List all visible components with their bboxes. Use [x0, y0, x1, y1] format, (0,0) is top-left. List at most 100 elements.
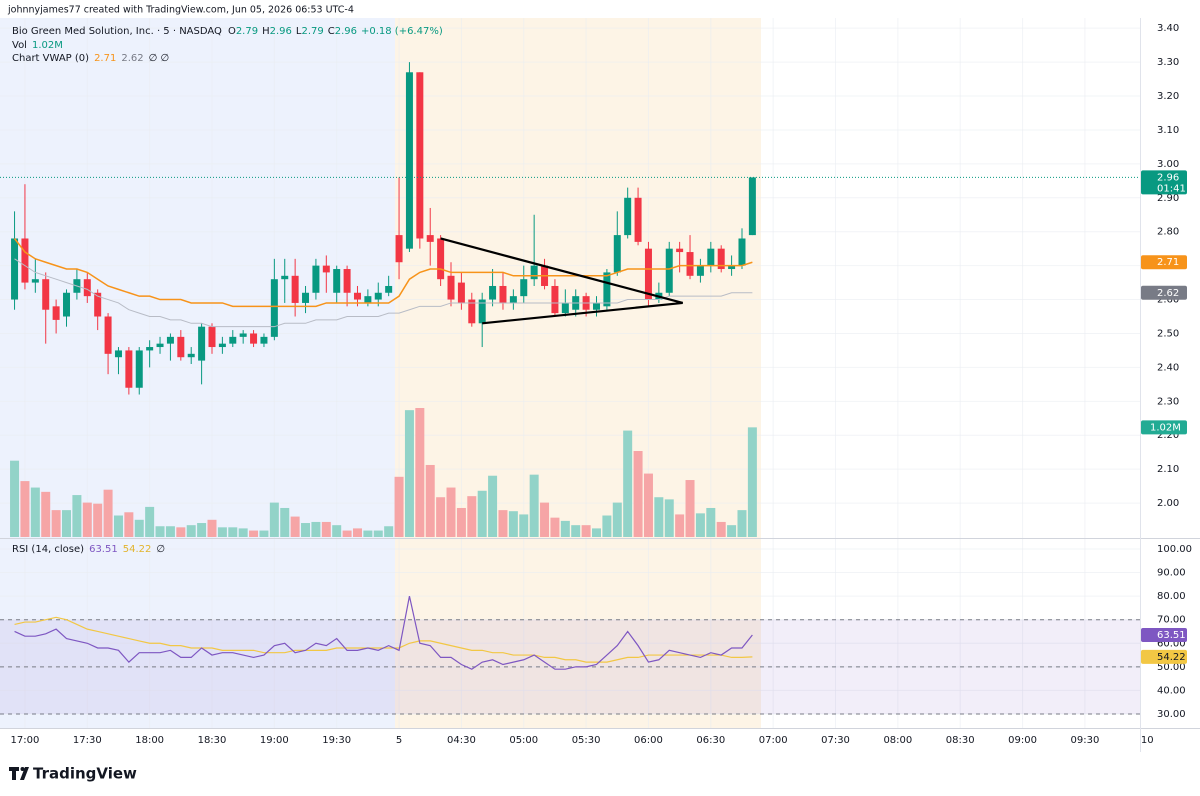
candle-body	[676, 248, 684, 253]
vol-legend: Vol 1.02M	[12, 40, 63, 51]
volume-bar	[363, 530, 373, 537]
series-badge-label: 2.62	[1157, 288, 1179, 299]
x-tick-label: 17:30	[73, 735, 102, 746]
series-badge	[1141, 255, 1187, 270]
session-pre	[0, 18, 395, 728]
candle-body	[83, 279, 91, 297]
candle-body	[187, 353, 195, 358]
candle-body	[551, 285, 559, 314]
credit: johnnyjames77 created with TradingView.c…	[7, 5, 354, 16]
candle-body	[250, 333, 258, 344]
rsi-value: 54.22	[123, 544, 152, 555]
volume-bar	[519, 514, 529, 537]
candle-body	[634, 197, 642, 242]
candle-body	[353, 292, 361, 300]
volume-bar	[508, 511, 518, 537]
x-tick-label: 07:30	[821, 735, 850, 746]
candle-body	[125, 350, 133, 388]
volume-bar	[259, 530, 269, 537]
volume-bar	[217, 527, 227, 537]
rsi-line	[14, 595, 753, 670]
candle-body	[312, 265, 320, 293]
volume-bar	[165, 526, 175, 537]
candle-body	[291, 275, 299, 303]
vwap-value: 2.71	[94, 53, 116, 64]
y-tick-label: 2.40	[1157, 362, 1179, 373]
volume-bar	[373, 530, 383, 537]
volume-bar	[41, 491, 51, 537]
candle-body	[613, 235, 621, 273]
x-tick-label: 05:00	[509, 735, 538, 746]
volume-bar	[643, 473, 653, 537]
candle-body	[437, 238, 445, 280]
volume-bar	[425, 464, 435, 537]
symbol: Bio Green Med Solution, Inc. · 5 · NASDA…	[12, 26, 222, 37]
vol-value: 1.02M	[32, 40, 63, 51]
candle-body	[104, 316, 112, 354]
volume-bar	[384, 526, 394, 537]
volume-bar	[113, 515, 123, 537]
candle-body	[644, 248, 652, 300]
brand-name: TradingView	[33, 765, 137, 783]
candle-body	[94, 292, 102, 317]
ohlc-value: 2.96	[270, 26, 292, 37]
rsi-tick-label: 70.00	[1157, 615, 1186, 626]
candle-body	[624, 197, 632, 236]
volume-bar	[415, 408, 425, 537]
candle-body	[520, 279, 528, 297]
x-tick-label: 18:00	[135, 735, 164, 746]
rsi-badge	[1141, 649, 1187, 664]
volume-bar	[103, 489, 113, 537]
candle-body	[229, 336, 237, 344]
y-tick-label: 2.00	[1157, 498, 1179, 509]
candle-body	[208, 326, 216, 348]
x-tick-label: 05:30	[572, 735, 601, 746]
x-tick-label: 06:30	[696, 735, 725, 746]
candle-body	[728, 265, 736, 270]
y-tick-label: 2.90	[1157, 193, 1179, 204]
rsi-tick-label: 90.00	[1157, 568, 1186, 579]
volume-bar	[695, 513, 705, 537]
y-tick-label: 3.30	[1157, 57, 1179, 68]
vwap-value: ∅ ∅	[149, 53, 170, 64]
candle-body	[447, 275, 455, 300]
volume-bar	[145, 506, 155, 537]
volume-bar	[467, 496, 477, 537]
candle-body	[31, 279, 39, 283]
candle-body	[489, 285, 497, 300]
candle-body	[405, 72, 413, 249]
y-tick-label: 2.20	[1157, 430, 1179, 441]
volume-bar	[10, 460, 20, 537]
volume-bar	[581, 525, 591, 537]
volume-bar	[560, 520, 570, 537]
volume-bar	[477, 490, 487, 537]
volume-bar	[727, 525, 737, 537]
brand-logo	[9, 767, 29, 780]
volume-bar	[550, 517, 560, 537]
rsi-tick-label: 100.00	[1157, 544, 1192, 555]
candle-body	[561, 302, 569, 314]
x-tick-label: 07:00	[759, 735, 788, 746]
candle-body	[156, 343, 164, 348]
last-price-badge	[1141, 170, 1187, 195]
volume-bar	[352, 528, 362, 537]
ohlc-key: L	[296, 26, 302, 37]
volume-bar	[446, 487, 456, 537]
x-tick-label: 18:30	[198, 735, 227, 746]
candle-body	[416, 72, 424, 239]
volume-bar	[332, 525, 342, 537]
volume-bar	[394, 476, 404, 537]
volume-bar	[301, 523, 311, 537]
candle-body	[748, 177, 756, 236]
candle-body	[468, 299, 476, 324]
rsi-title: RSI (14, close)	[12, 544, 84, 555]
volume-bar	[675, 514, 685, 537]
rsi-tick-label: 80.00	[1157, 591, 1186, 602]
candle-body	[665, 248, 673, 293]
vwap-legend: Chart VWAP (0) 2.71 2.62 ∅ ∅	[12, 53, 169, 64]
volume-bar	[124, 512, 134, 537]
candle-body	[146, 347, 154, 351]
volume-bar	[571, 525, 581, 537]
ohlc-key: H	[262, 26, 270, 37]
candle-body	[322, 265, 330, 273]
